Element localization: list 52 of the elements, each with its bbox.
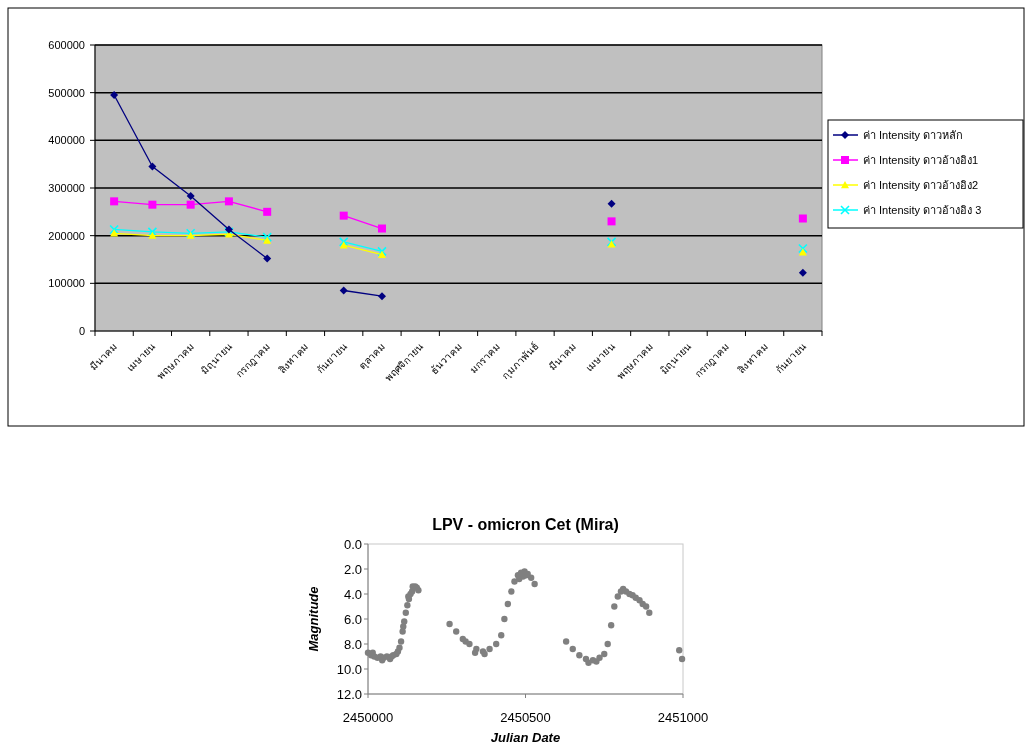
point (110, 197, 119, 206)
y-tick-label: 600000 (48, 39, 85, 51)
y-tick-label: 8.0 (343, 637, 362, 652)
point (798, 268, 807, 277)
y-tick-label: 4.0 (343, 587, 362, 602)
y-tick-label: 6.0 (343, 612, 362, 627)
y-tick-label: 0.0 (343, 537, 362, 552)
point (607, 199, 616, 208)
point (110, 91, 119, 100)
point (377, 292, 386, 301)
x-tick-label: 2451000 (657, 710, 709, 725)
point (263, 236, 272, 244)
point (186, 192, 195, 201)
point (339, 211, 348, 220)
chart-title: LPV - omicron Cet (Mira) (432, 516, 619, 533)
point (607, 217, 616, 226)
point (377, 246, 387, 257)
point (339, 286, 348, 295)
y-tick-label: 2.0 (343, 562, 362, 577)
point (262, 232, 272, 242)
y-tick-label: 300000 (48, 182, 85, 194)
x-tick-label: 2450500 (500, 710, 551, 725)
legend-label: ค่า Intensity ดาวอ้างอิง1 (863, 154, 979, 166)
point (338, 237, 349, 247)
point (148, 162, 157, 171)
point (263, 207, 272, 216)
point (798, 248, 807, 256)
point (147, 227, 158, 237)
y-tick-label: 200000 (48, 229, 85, 242)
x-axis-title: Julian Date (490, 730, 561, 745)
point (148, 200, 157, 209)
y-tick-label: 10.0 (336, 662, 362, 677)
y-tick-label: 500000 (48, 86, 85, 99)
y-tick-label: 0 (78, 325, 85, 337)
y-axis-title: Magnitude (306, 586, 321, 652)
x-tick-label: 2450000 (342, 710, 394, 725)
y-tick-label: 100000 (48, 277, 85, 290)
point (339, 241, 348, 249)
point (224, 197, 233, 206)
point (263, 254, 272, 263)
point (148, 231, 157, 239)
point (186, 200, 195, 209)
point (798, 243, 808, 254)
point (109, 224, 119, 235)
point (798, 214, 807, 223)
legend-label: ค่า Intensity ดาวอ้างอิง2 (863, 179, 979, 191)
legend-label: ค่า Intensity ดาวอ้างอิง 3 (863, 204, 982, 216)
point (377, 224, 386, 233)
y-tick-label: 400000 (48, 134, 85, 147)
point (377, 250, 386, 258)
legend-label: ค่า Intensity ดาวหลัก (863, 129, 964, 141)
y-tick-label: 12.0 (336, 687, 362, 702)
